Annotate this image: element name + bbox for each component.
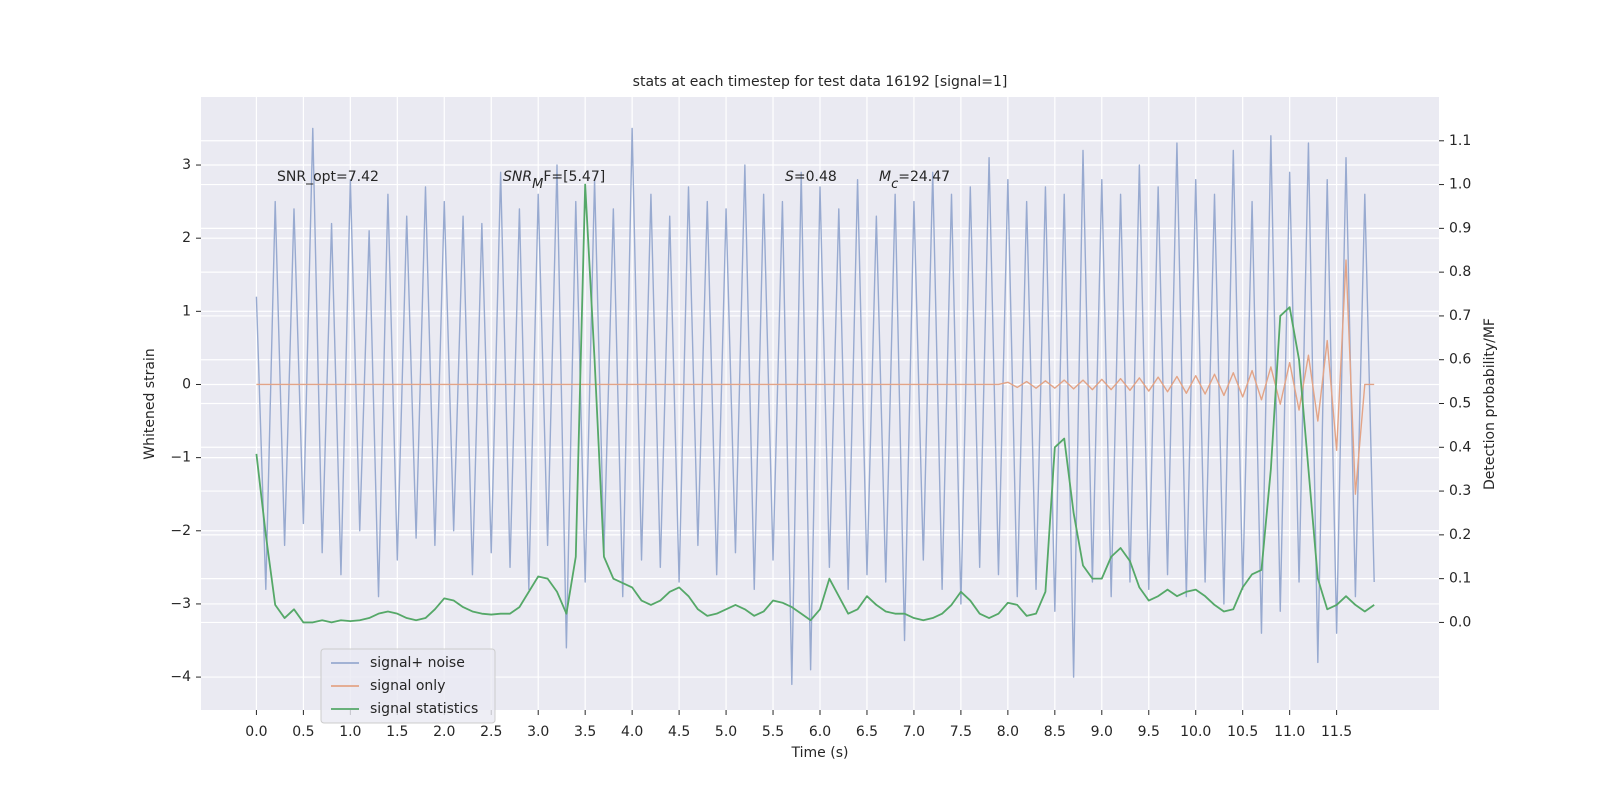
x-tick-label: 9.0 bbox=[1091, 724, 1113, 740]
x-tick-label: 10.0 bbox=[1180, 724, 1211, 740]
x-tick-label: 3.0 bbox=[527, 724, 549, 740]
series-line bbox=[255, 183, 1375, 624]
x-tick-label: 1.5 bbox=[386, 724, 408, 740]
x-tick-label: 11.0 bbox=[1274, 724, 1305, 740]
x-tick-label: 2.5 bbox=[480, 724, 502, 740]
y-tick-label: 1 bbox=[182, 303, 191, 319]
annotation-subscript: c bbox=[891, 177, 898, 192]
chart-title: stats at each timestep for test data 161… bbox=[633, 74, 1008, 90]
annotation-text: F=[5.47] bbox=[543, 169, 605, 185]
x-tick-label: 8.0 bbox=[997, 724, 1019, 740]
y-tick-label: 0 bbox=[182, 376, 191, 392]
legend-label: signal only bbox=[370, 678, 445, 694]
y-axis-label: Whitened strain bbox=[142, 348, 158, 459]
legend: signal+ noise signal only signal statistic… bbox=[320, 648, 496, 724]
x-tick-label: 9.5 bbox=[1138, 724, 1160, 740]
x-tick-label: 4.5 bbox=[668, 724, 690, 740]
y2-tick-label: 0.4 bbox=[1449, 439, 1471, 455]
y2-tick-label: 0.6 bbox=[1449, 352, 1471, 368]
x-tick-label: 6.5 bbox=[856, 724, 878, 740]
annotation-italic: M bbox=[879, 169, 891, 185]
y-tick-label: 3 bbox=[182, 157, 191, 173]
y-tick-label: −4 bbox=[170, 669, 191, 685]
y2-tick-label: 0.0 bbox=[1449, 614, 1471, 630]
y2-tick-label: 0.8 bbox=[1449, 264, 1471, 280]
y-tick-label: −1 bbox=[170, 450, 191, 466]
y-tick-label: 2 bbox=[182, 230, 191, 246]
y-tick-label: −2 bbox=[170, 523, 191, 539]
annotation: SNRMF=[5.47] bbox=[503, 169, 605, 192]
y2-tick-label: 1.1 bbox=[1449, 133, 1471, 149]
y2-tick-label: 0.3 bbox=[1449, 483, 1471, 499]
legend-label: signal statistics bbox=[370, 701, 478, 717]
annotation: S=0.48 bbox=[785, 169, 837, 185]
annotation-text: =24.47 bbox=[898, 169, 950, 185]
y2-tick-label: 0.5 bbox=[1449, 396, 1471, 412]
y-tick-label: −3 bbox=[170, 596, 191, 612]
x-tick-label: 7.5 bbox=[950, 724, 972, 740]
y2-axis-label: Detection probability/MF bbox=[1482, 318, 1498, 490]
annotation-italic: S bbox=[785, 169, 794, 185]
x-tick-label: 3.5 bbox=[574, 724, 596, 740]
x-tick-label: 6.0 bbox=[809, 724, 831, 740]
y2-tick-label: 0.7 bbox=[1449, 308, 1471, 324]
legend-box bbox=[320, 648, 496, 724]
x-tick-label: 0.0 bbox=[245, 724, 267, 740]
annotation-text: =0.48 bbox=[794, 169, 837, 185]
x-tick-label: 0.5 bbox=[292, 724, 314, 740]
x-tick-label: 4.0 bbox=[621, 724, 643, 740]
series-line bbox=[255, 127, 1375, 686]
x-tick-label: 1.0 bbox=[339, 724, 361, 740]
y2-tick-label: 0.1 bbox=[1449, 571, 1471, 587]
x-tick-label: 8.5 bbox=[1044, 724, 1066, 740]
x-tick-label: 10.5 bbox=[1227, 724, 1258, 740]
annotation: SNR_opt=7.42 bbox=[277, 169, 379, 185]
x-tick-label: 5.5 bbox=[762, 724, 784, 740]
annotation-subscript: M bbox=[532, 177, 543, 192]
legend-label: signal+ noise bbox=[370, 655, 465, 671]
annotation: Mc=24.47 bbox=[879, 169, 950, 192]
x-axis-label: Time (s) bbox=[791, 745, 849, 761]
series-line bbox=[256, 259, 1375, 495]
annotation-italic: SNR bbox=[503, 169, 532, 185]
x-tick-label: 7.0 bbox=[903, 724, 925, 740]
y2-tick-label: 1.0 bbox=[1449, 177, 1471, 193]
y2-tick-label: 0.2 bbox=[1449, 527, 1471, 543]
y2-tick-label: 0.9 bbox=[1449, 220, 1471, 236]
x-tick-label: 11.5 bbox=[1321, 724, 1352, 740]
x-tick-label: 5.0 bbox=[715, 724, 737, 740]
annotation-text: SNR_opt=7.42 bbox=[277, 169, 379, 185]
x-tick-label: 2.0 bbox=[433, 724, 455, 740]
